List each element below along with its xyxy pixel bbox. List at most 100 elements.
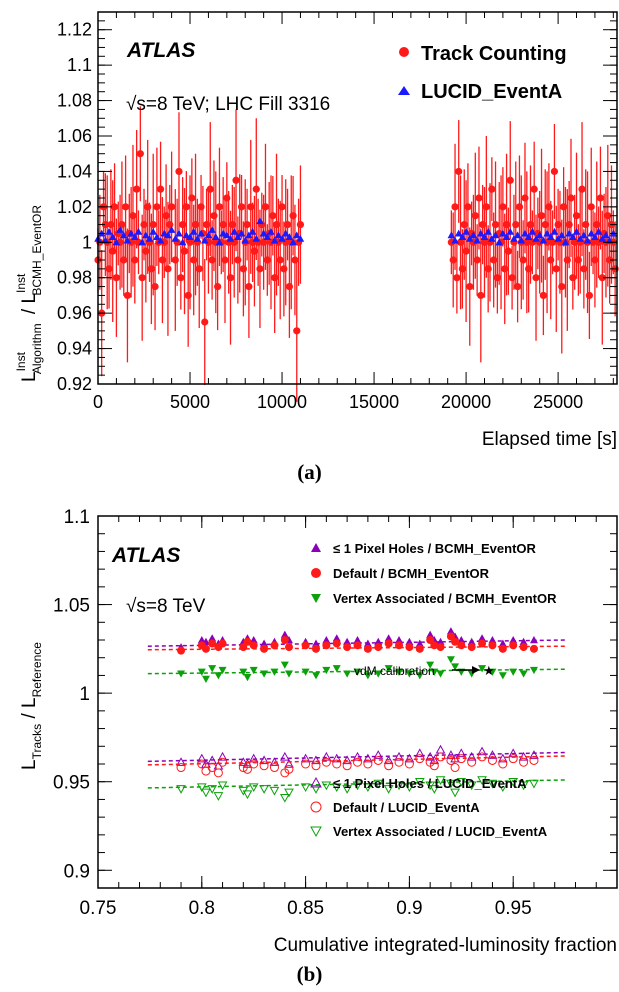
series-1-point: [260, 645, 268, 653]
series-4-point: [322, 758, 330, 766]
track-counting-point: [264, 256, 271, 263]
series-1-point: [499, 645, 507, 653]
lucid-point: [149, 228, 157, 235]
x-tick-label: 10000: [257, 392, 307, 412]
track-counting-point: [159, 256, 166, 263]
series-1-point: [530, 645, 538, 653]
series-2-point: [447, 656, 455, 663]
y-tick-label: 1.02: [57, 197, 92, 217]
track-counting-point: [133, 186, 140, 193]
series-2-point: [285, 670, 293, 677]
track-counting-point: [582, 221, 589, 228]
track-counting-point: [232, 177, 239, 184]
track-counting-point: [512, 221, 519, 228]
panel-b-ylabel: LTracks / LReference: [19, 642, 44, 770]
y-tick-label: 0.98: [57, 268, 92, 288]
track-counting-point: [137, 150, 144, 157]
series-4-point: [312, 762, 320, 770]
panel-a-xlabel: Elapsed time [s]: [482, 429, 617, 450]
y-tick-label: 1: [79, 684, 90, 705]
track-counting-point: [203, 221, 210, 228]
track-counting-point: [227, 274, 234, 281]
series-5-point: [260, 786, 268, 793]
legend-marker-1: [311, 568, 321, 578]
track-counting-point: [144, 203, 151, 210]
track-counting-point: [564, 256, 571, 263]
track-counting-point: [277, 256, 284, 263]
y-tick-label: 0.96: [57, 303, 92, 323]
track-counting-point: [223, 194, 230, 201]
track-counting-point: [521, 194, 528, 201]
series-5-point: [250, 784, 258, 791]
track-counting-point: [183, 203, 190, 210]
track-counting-point: [177, 274, 184, 281]
track-counting-point: [245, 283, 252, 290]
series-1-point: [395, 641, 403, 649]
series-1-point: [468, 643, 476, 651]
track-counting-point: [483, 203, 490, 210]
series-5-point: [530, 780, 538, 787]
track-counting-point: [591, 256, 598, 263]
track-counting-point: [494, 274, 501, 281]
lucid-point: [484, 228, 492, 235]
series-4-point: [364, 760, 372, 768]
track-counting-point: [238, 203, 245, 210]
legend-marker-track-counting: [399, 47, 409, 57]
lucid-point: [175, 230, 183, 237]
legend-marker-2: [311, 594, 321, 603]
track-counting-point: [153, 203, 160, 210]
track-counting-point: [520, 256, 527, 263]
track-counting-point: [477, 292, 484, 299]
series-2-point: [509, 669, 517, 676]
track-counting-point: [129, 212, 136, 219]
lucid-point: [506, 228, 514, 235]
track-counting-point: [505, 248, 512, 255]
series-2-point: [343, 670, 351, 677]
track-counting-point: [545, 203, 552, 210]
track-counting-point: [450, 256, 457, 263]
track-counting-point: [525, 265, 532, 272]
track-counting-point: [488, 186, 495, 193]
x-tick-label: 20000: [441, 392, 491, 412]
series-2-point: [520, 670, 528, 677]
track-counting-point: [588, 203, 595, 210]
track-counting-point: [569, 274, 576, 281]
track-counting-point: [540, 292, 547, 299]
track-counting-point: [240, 265, 247, 272]
series-2-point: [530, 667, 538, 674]
track-counting-point: [461, 221, 468, 228]
track-counting-point: [293, 327, 300, 334]
track-counting-point: [503, 221, 510, 228]
series-2-point: [198, 669, 206, 676]
series-1-point: [488, 641, 496, 649]
track-counting-point: [289, 212, 296, 219]
track-counting-point: [555, 221, 562, 228]
legend-label-5: Vertex Associated / LUCID_EventA: [333, 824, 548, 839]
panel-b-caption: (b): [0, 962, 619, 987]
track-counting-point: [188, 194, 195, 201]
series-2-point: [312, 672, 320, 679]
series-5-point: [219, 782, 227, 789]
series-1-point: [202, 645, 210, 653]
lucid-point: [580, 231, 588, 238]
series-4-point: [250, 760, 258, 768]
series-1-point: [270, 641, 278, 649]
track-counting-point: [197, 203, 204, 210]
track-counting-point: [109, 248, 116, 255]
legend-label-1: Default / BCMH_EventOR: [333, 566, 490, 581]
x-tick-label: 0.75: [80, 898, 117, 919]
track-counting-point: [172, 256, 179, 263]
series-1-point: [333, 640, 341, 648]
lucid-point: [252, 235, 260, 242]
track-counting-point: [221, 256, 228, 263]
track-counting-point: [466, 283, 473, 290]
track-counting-point: [558, 283, 565, 290]
lucid-point: [105, 228, 113, 235]
track-counting-point: [453, 274, 460, 281]
series-2-point: [499, 672, 507, 679]
track-counting-point: [580, 265, 587, 272]
lucid-point: [135, 228, 143, 235]
track-counting-point: [190, 256, 197, 263]
track-counting-point: [472, 212, 479, 219]
